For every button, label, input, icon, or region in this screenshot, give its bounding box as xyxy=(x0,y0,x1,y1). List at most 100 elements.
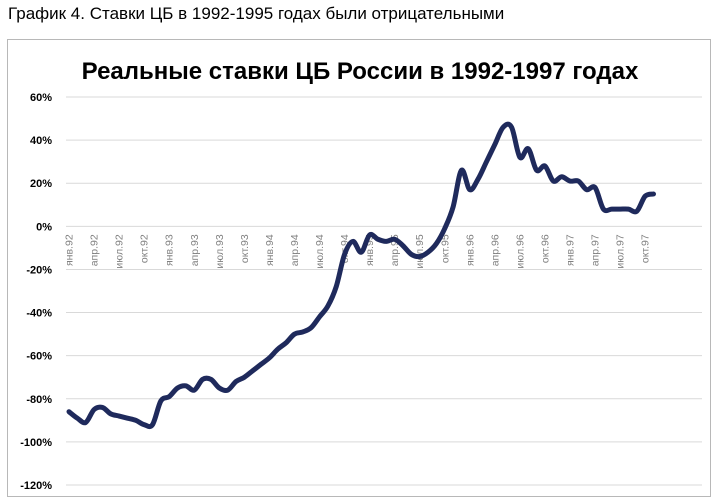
data-point xyxy=(318,315,321,319)
x-tick-label: янв.92 xyxy=(64,234,76,266)
data-point xyxy=(459,168,463,172)
data-point xyxy=(535,168,539,172)
x-tick-label: июл.92 xyxy=(114,234,126,268)
data-point xyxy=(601,207,605,211)
data-point xyxy=(75,416,79,420)
x-tick-label: июл.96 xyxy=(514,234,526,268)
data-point xyxy=(451,205,455,209)
data-point xyxy=(292,332,296,336)
data-point xyxy=(501,125,505,129)
data-point xyxy=(426,250,430,254)
series-line xyxy=(66,121,656,430)
data-point xyxy=(384,239,388,243)
x-tick-label: янв.96 xyxy=(464,234,476,266)
series-layer xyxy=(66,121,656,430)
chart-frame xyxy=(7,39,711,497)
x-tick-label: янв.97 xyxy=(565,234,577,266)
data-point xyxy=(418,255,422,259)
data-point xyxy=(635,209,639,213)
data-point xyxy=(309,326,313,330)
y-tick-label: 0% xyxy=(36,221,52,233)
data-point xyxy=(334,285,338,289)
data-point xyxy=(393,237,397,241)
data-point xyxy=(167,395,171,399)
y-tick-label: -100% xyxy=(20,437,52,449)
y-tick-label: 40% xyxy=(30,135,52,147)
data-point xyxy=(134,418,138,422)
data-point xyxy=(217,386,221,390)
y-tick-label: -40% xyxy=(26,308,52,320)
x-tick-label: апр.96 xyxy=(489,234,501,266)
y-axis-ticks: -120% -100% -80% -60% -40% -20% 0% 20% 40% 60% xyxy=(20,92,52,492)
data-point xyxy=(92,408,96,412)
x-tick-label: окт.96 xyxy=(539,234,551,263)
y-tick-label: -80% xyxy=(26,394,52,406)
y-tick-label: 60% xyxy=(30,92,52,104)
y-tick-label: -60% xyxy=(26,351,52,363)
data-point xyxy=(485,160,488,164)
data-point xyxy=(551,179,555,183)
data-point xyxy=(176,386,180,390)
data-point xyxy=(284,341,288,345)
figure-heading: График 4. Ставки ЦБ в 1992-1995 годах бы… xyxy=(8,4,505,23)
data-point xyxy=(234,380,238,384)
x-tick-label: июл.93 xyxy=(214,234,226,268)
data-point xyxy=(443,226,447,230)
data-point xyxy=(468,188,472,192)
data-point xyxy=(401,244,405,248)
y-tick-label: -20% xyxy=(26,264,52,276)
x-tick-label: июл.97 xyxy=(615,234,627,268)
data-point xyxy=(493,142,497,146)
data-point xyxy=(184,384,188,388)
data-point xyxy=(159,399,163,403)
data-point xyxy=(543,164,547,168)
data-point xyxy=(242,375,246,379)
x-tick-label: окт.93 xyxy=(239,234,251,263)
x-tick-label: июл.94 xyxy=(314,234,326,268)
y-tick-label: -120% xyxy=(20,480,52,492)
data-point xyxy=(226,388,230,392)
chart-title: Реальные ставки ЦБ России в 1992-1997 го… xyxy=(82,58,639,85)
data-point xyxy=(67,410,71,414)
data-point xyxy=(359,250,363,254)
data-point xyxy=(267,356,271,360)
data-point xyxy=(100,405,104,409)
data-point xyxy=(376,237,380,241)
data-point xyxy=(125,416,129,420)
data-point xyxy=(576,179,580,183)
data-point xyxy=(209,377,213,381)
data-point xyxy=(192,388,196,392)
data-point xyxy=(142,423,146,427)
x-tick-label: апр.97 xyxy=(590,234,602,266)
data-point xyxy=(593,186,597,190)
x-tick-label: окт.97 xyxy=(640,234,652,263)
data-point xyxy=(201,377,205,381)
data-point xyxy=(626,207,630,211)
data-point xyxy=(301,330,305,334)
data-point xyxy=(510,125,514,129)
data-point xyxy=(476,177,480,181)
data-point xyxy=(117,414,121,418)
data-point xyxy=(251,369,255,373)
x-axis-ticks: янв.92 апр.92 июл.92 окт.92 янв.93 апр.93 июл.… xyxy=(64,234,652,268)
data-point xyxy=(610,207,614,211)
x-tick-label: окт.95 xyxy=(439,234,451,263)
x-tick-label: янв.94 xyxy=(264,234,276,266)
data-point xyxy=(84,420,88,424)
y-tick-label: 20% xyxy=(30,178,52,190)
data-point xyxy=(434,242,438,246)
data-point xyxy=(518,155,522,159)
data-point xyxy=(526,147,530,151)
data-point xyxy=(351,239,355,243)
x-tick-label: апр.94 xyxy=(289,234,301,266)
x-tick-label: апр.92 xyxy=(89,234,101,266)
data-point xyxy=(343,252,347,256)
data-point xyxy=(560,175,564,179)
x-tick-label: окт.92 xyxy=(139,234,151,263)
data-point xyxy=(151,423,154,427)
data-point xyxy=(643,194,647,198)
data-point xyxy=(326,304,330,308)
data-point xyxy=(368,233,372,237)
data-point xyxy=(276,347,280,351)
